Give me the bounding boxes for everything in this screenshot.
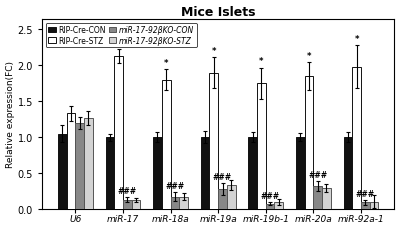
Bar (227, 185, 236, 209)
Bar (352, 68, 361, 209)
Y-axis label: Relative expression(FC): Relative expression(FC) (6, 61, 14, 168)
Bar (123, 200, 132, 209)
Bar (257, 84, 266, 209)
Text: *: * (259, 57, 264, 66)
Bar (313, 186, 322, 209)
Bar (210, 73, 218, 209)
Bar (66, 114, 75, 209)
Bar (114, 57, 123, 209)
Bar (179, 197, 188, 209)
Bar (218, 189, 227, 209)
Bar (170, 197, 179, 209)
Bar (162, 80, 170, 209)
Text: *: * (212, 46, 216, 55)
Text: ###: ### (356, 189, 375, 198)
Text: *: * (164, 59, 168, 68)
Bar (305, 77, 313, 209)
Bar (274, 202, 283, 209)
Bar (153, 138, 162, 209)
Legend: RIP-Cre-CON, RIP-Cre-STZ, miR-17-92βKO-CON, miR-17-92βKO-STZ: RIP-Cre-CON, RIP-Cre-STZ, miR-17-92βKO-C… (46, 23, 197, 48)
Bar (75, 123, 84, 209)
Text: ###: ### (165, 181, 184, 190)
Text: ###: ### (308, 170, 327, 179)
Bar (344, 138, 352, 209)
Bar (266, 204, 274, 209)
Text: ###: ### (118, 186, 137, 195)
Text: ###: ### (213, 172, 232, 181)
Bar (201, 138, 210, 209)
Bar (370, 202, 378, 209)
Bar (84, 118, 93, 209)
Text: ###: ### (260, 191, 280, 200)
Text: *: * (307, 51, 311, 60)
Bar (248, 138, 257, 209)
Title: Mice Islets: Mice Islets (181, 5, 256, 19)
Bar (106, 138, 114, 209)
Bar (58, 134, 66, 209)
Bar (296, 138, 305, 209)
Text: *: * (354, 35, 359, 44)
Text: ***: *** (112, 38, 125, 47)
Bar (132, 200, 140, 209)
Bar (322, 188, 331, 209)
Bar (361, 202, 370, 209)
